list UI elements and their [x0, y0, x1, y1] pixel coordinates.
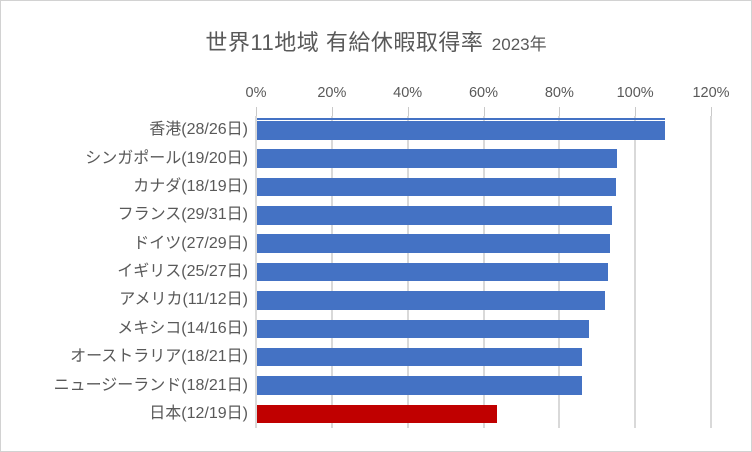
- category-label-カナダ(18/19日): カナダ(18/19日): [133, 177, 248, 195]
- tick-label-0%: 0%: [245, 85, 267, 101]
- tick-label-40%: 40%: [393, 85, 423, 101]
- category-label-日本(12/19日): 日本(12/19日): [149, 404, 248, 422]
- category-label-フランス(29/31日): フランス(29/31日): [117, 206, 248, 224]
- category-label-オーストラリア(18/21日): オーストラリア(18/21日): [70, 348, 248, 366]
- tick-mark-80%: [559, 107, 561, 116]
- chart-title: 世界11地域 有給休暇取得率 2023年: [1, 25, 751, 57]
- bar-ニュージーランド(18/21日): [257, 376, 582, 395]
- gridline-120%: [710, 116, 712, 428]
- category-label-ドイツ(27/29日): ドイツ(27/29日): [133, 234, 248, 252]
- bar-香港(28/26日): [257, 121, 666, 140]
- bar-メキシコ(14/16日): [257, 319, 589, 339]
- tick-mark-120%: [711, 107, 712, 116]
- axis-overflow-line: [257, 117, 666, 120]
- bar-フランス(29/31日): [257, 206, 612, 225]
- tick-label-60%: 60%: [468, 85, 499, 101]
- gridline-0%: [255, 116, 257, 428]
- category-label-ニュージーランド(18/21日): ニュージーランド(18/21日): [53, 376, 248, 394]
- tick-label-120%: 120%: [692, 85, 730, 101]
- category-label-イギリス(25/27日): イギリス(25/27日): [117, 263, 248, 281]
- chart-title-year: 2023年: [491, 35, 547, 54]
- gridline-100%: [634, 116, 637, 428]
- tick-mark-40%: [407, 107, 409, 116]
- bar-ドイツ(27/29日): [257, 234, 610, 253]
- category-label-シンガポール(19/20日): シンガポール(19/20日): [85, 149, 248, 167]
- tick-mark-60%: [483, 107, 485, 116]
- tick-mark-20%: [331, 107, 333, 116]
- tick-label-20%: 20%: [317, 85, 347, 101]
- category-label-メキシコ(14/16日): メキシコ(14/16日): [117, 319, 248, 337]
- chart-title-text: 世界11地域 有給休暇取得率: [205, 30, 484, 55]
- bar-イギリス(25/27日): [257, 262, 609, 282]
- tick-mark-0%: [256, 107, 257, 116]
- bar-日本(12/19日): [257, 404, 497, 424]
- bar-アメリカ(11/12日): [257, 291, 605, 310]
- bar-カナダ(18/19日): [257, 177, 617, 197]
- tick-mark-100%: [635, 107, 637, 116]
- bar-シンガポール(19/20日): [257, 149, 618, 168]
- category-label-香港(28/26日): 香港(28/26日): [149, 121, 248, 139]
- tick-label-100%: 100%: [616, 85, 654, 101]
- category-label-アメリカ(11/12日): アメリカ(11/12日): [119, 291, 248, 309]
- bar-オーストラリア(18/21日): [257, 347, 582, 367]
- tick-label-80%: 80%: [544, 85, 574, 101]
